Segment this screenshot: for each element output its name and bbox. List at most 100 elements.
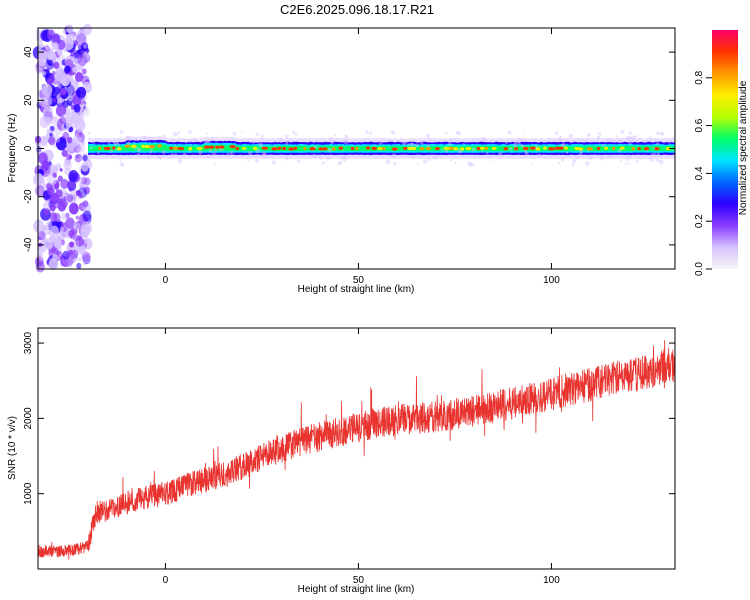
noise-blob — [77, 235, 82, 241]
x-tick-label: 100 — [543, 275, 560, 286]
band-speckle — [159, 157, 162, 160]
colorbar-ticks: 0.0 0.2 0.4 0.6 0.8 — [694, 70, 712, 276]
band-speckle — [158, 156, 161, 159]
band-hot-core — [294, 146, 298, 150]
band-speckle — [646, 149, 649, 152]
band-speckle — [571, 139, 575, 142]
noise-blob — [52, 172, 57, 178]
noise-blob — [55, 104, 67, 117]
colorbar-tick-label: 0.2 — [694, 214, 705, 228]
snr-x-ticks: 0 50 100 — [163, 328, 560, 586]
band-speckle — [658, 159, 664, 165]
band-speckle — [423, 159, 427, 164]
band-speckle — [206, 155, 211, 159]
band-speckle — [258, 142, 264, 148]
noise-blob — [76, 262, 82, 270]
band-hot-core — [435, 147, 440, 151]
colorbar-tick-label: 0.8 — [694, 70, 705, 84]
band-speckle — [378, 140, 383, 145]
noise-blob — [43, 45, 50, 53]
band-speckle — [193, 138, 197, 141]
band-hot-core — [484, 146, 489, 150]
band-hot-core — [338, 146, 344, 150]
noise-blob — [51, 42, 59, 51]
band-hot-core — [637, 146, 641, 151]
band-speckle — [537, 153, 542, 158]
band-hot-core — [112, 146, 116, 150]
noise-blob — [66, 153, 72, 161]
band-speckle — [215, 139, 218, 142]
band-speckle — [601, 143, 606, 148]
band-speckle — [660, 132, 663, 136]
band-speckle — [174, 153, 178, 156]
colorbar: 0.0 0.2 0.4 0.6 0.8 Normalized spectral ampl… — [694, 30, 749, 276]
band-speckle — [188, 130, 192, 134]
band-speckle — [481, 151, 483, 153]
noise-blob — [71, 226, 78, 235]
noise-blob — [35, 66, 43, 75]
band-speckle — [367, 154, 369, 156]
band-speckle — [520, 144, 524, 148]
noise-blob — [67, 95, 73, 102]
band-hot-core — [229, 145, 236, 149]
band-speckle — [544, 156, 547, 160]
band-speckle — [425, 134, 430, 138]
band-speckle — [330, 139, 335, 144]
band-hot-core — [235, 146, 240, 151]
band-speckle — [326, 157, 330, 161]
band-speckle — [343, 139, 349, 145]
band-speckle — [211, 151, 216, 156]
noise-blob — [81, 68, 87, 75]
band-hot-core — [453, 147, 459, 151]
band-speckle — [187, 139, 192, 143]
band-speckle — [565, 151, 569, 154]
band-speckle — [198, 150, 203, 155]
band-speckle — [133, 142, 136, 146]
noise-blob — [55, 163, 62, 171]
noise-blob — [82, 200, 89, 208]
band-speckle — [419, 141, 424, 145]
band-hot-core — [288, 147, 295, 151]
band-speckle — [628, 162, 631, 165]
band-speckle — [608, 155, 612, 159]
band-speckle — [583, 140, 586, 144]
band-speckle — [657, 152, 660, 156]
noise-blob — [46, 50, 56, 61]
band-speckle — [620, 129, 625, 134]
band-speckle — [561, 143, 564, 146]
noise-blob — [83, 43, 88, 49]
noise-blob — [41, 83, 53, 97]
noise-blob — [66, 194, 74, 203]
noise-blob — [57, 84, 62, 89]
band-speckle — [90, 146, 93, 150]
noise-blob — [65, 217, 75, 230]
band-hot-core — [381, 147, 386, 151]
band-speckle — [651, 152, 654, 155]
noise-blob — [83, 186, 91, 195]
band-hot-core — [577, 147, 584, 151]
noise-blob — [42, 106, 53, 119]
band-speckle — [606, 138, 611, 143]
band-hot-core — [117, 147, 122, 151]
band-speckle — [618, 138, 621, 141]
band-speckle — [652, 153, 657, 158]
band-hot-core — [514, 147, 519, 151]
band-speckle — [514, 140, 518, 144]
band-speckle — [245, 148, 248, 151]
noise-blob — [75, 215, 79, 220]
noise-blob — [37, 246, 42, 252]
noise-blob — [41, 71, 46, 76]
noise-blob — [36, 145, 42, 153]
noise-blob — [59, 168, 63, 172]
noise-blob — [73, 58, 78, 63]
band-speckle — [588, 134, 591, 136]
noise-blob — [39, 229, 46, 237]
band-hot-core — [557, 146, 564, 150]
spectrogram-panel: 0 50 100 -40 -20 0 20 40 Height of straight li… — [7, 24, 676, 295]
band-speckle — [508, 146, 513, 151]
band-hot-core — [459, 147, 465, 151]
noise-blob — [40, 235, 47, 243]
band-speckle — [247, 159, 250, 163]
band-hot-core — [425, 146, 431, 151]
noise-blob — [55, 189, 63, 199]
